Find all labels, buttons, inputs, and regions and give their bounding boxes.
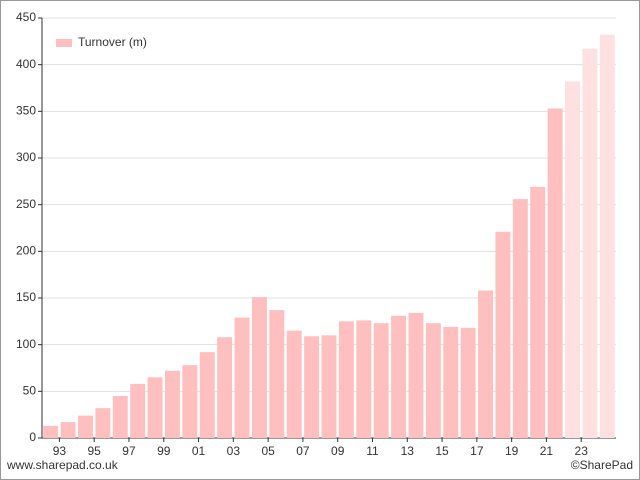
bar: [60, 422, 76, 438]
x-tick-label: 97: [122, 444, 136, 458]
legend-swatch: [56, 39, 72, 47]
bar: [408, 312, 424, 438]
credit: ©SharePad: [571, 458, 633, 472]
bar: [217, 337, 233, 438]
y-tick-label: 200: [16, 244, 36, 258]
bar: [478, 290, 494, 438]
bar: [130, 383, 146, 438]
y-tick-label: 300: [16, 150, 36, 164]
bar: [373, 323, 389, 438]
bar: [269, 310, 285, 438]
bar: [547, 108, 563, 439]
bar: [356, 320, 372, 438]
y-tick-label: 150: [16, 290, 36, 304]
bar: [251, 297, 267, 438]
legend-label: Turnover (m): [78, 35, 147, 49]
bar: [338, 321, 354, 438]
x-tick-label: 13: [401, 444, 415, 458]
x-tick-label: 21: [540, 444, 554, 458]
x-tick-label: 05: [261, 444, 275, 458]
bar: [512, 199, 528, 438]
bar: [565, 81, 580, 438]
x-tick-label: 99: [157, 444, 171, 458]
source: www.sharepad.co.uk: [6, 458, 119, 472]
x-tick-label: 93: [53, 444, 67, 458]
bar: [43, 425, 59, 438]
bar: [182, 365, 198, 438]
x-tick-label: 03: [227, 444, 241, 458]
x-tick-label: 17: [470, 444, 484, 458]
y-tick-label: 250: [16, 197, 36, 211]
bar: [599, 34, 615, 439]
bar: [78, 415, 93, 438]
bar: [425, 323, 441, 438]
bar: [495, 231, 511, 438]
bar: [95, 408, 111, 438]
bar: [530, 186, 546, 438]
y-tick-label: 350: [16, 104, 36, 118]
x-tick-label: 07: [296, 444, 310, 458]
bar: [286, 330, 302, 438]
y-tick-label: 450: [16, 10, 36, 24]
y-tick-label: 100: [16, 337, 36, 351]
x-tick-label: 01: [192, 444, 206, 458]
x-tick-label: 09: [331, 444, 345, 458]
x-tick-label: 95: [88, 444, 102, 458]
bar: [112, 396, 128, 438]
bar: [164, 370, 180, 438]
y-tick-label: 50: [23, 384, 37, 398]
x-tick-label: 11: [366, 444, 379, 458]
bar: [582, 48, 598, 439]
bar: [321, 335, 337, 438]
y-tick-label: 400: [16, 57, 36, 71]
y-tick-label: 0: [29, 430, 36, 444]
bar: [443, 326, 459, 438]
bar: [391, 315, 407, 438]
bar: [234, 317, 250, 438]
bar: [304, 336, 320, 438]
x-tick-label: 23: [575, 444, 589, 458]
bar: [199, 352, 215, 438]
x-tick-label: 15: [435, 444, 449, 458]
bar: [460, 327, 476, 438]
x-tick-label: 19: [505, 444, 519, 458]
bar: [147, 377, 163, 438]
